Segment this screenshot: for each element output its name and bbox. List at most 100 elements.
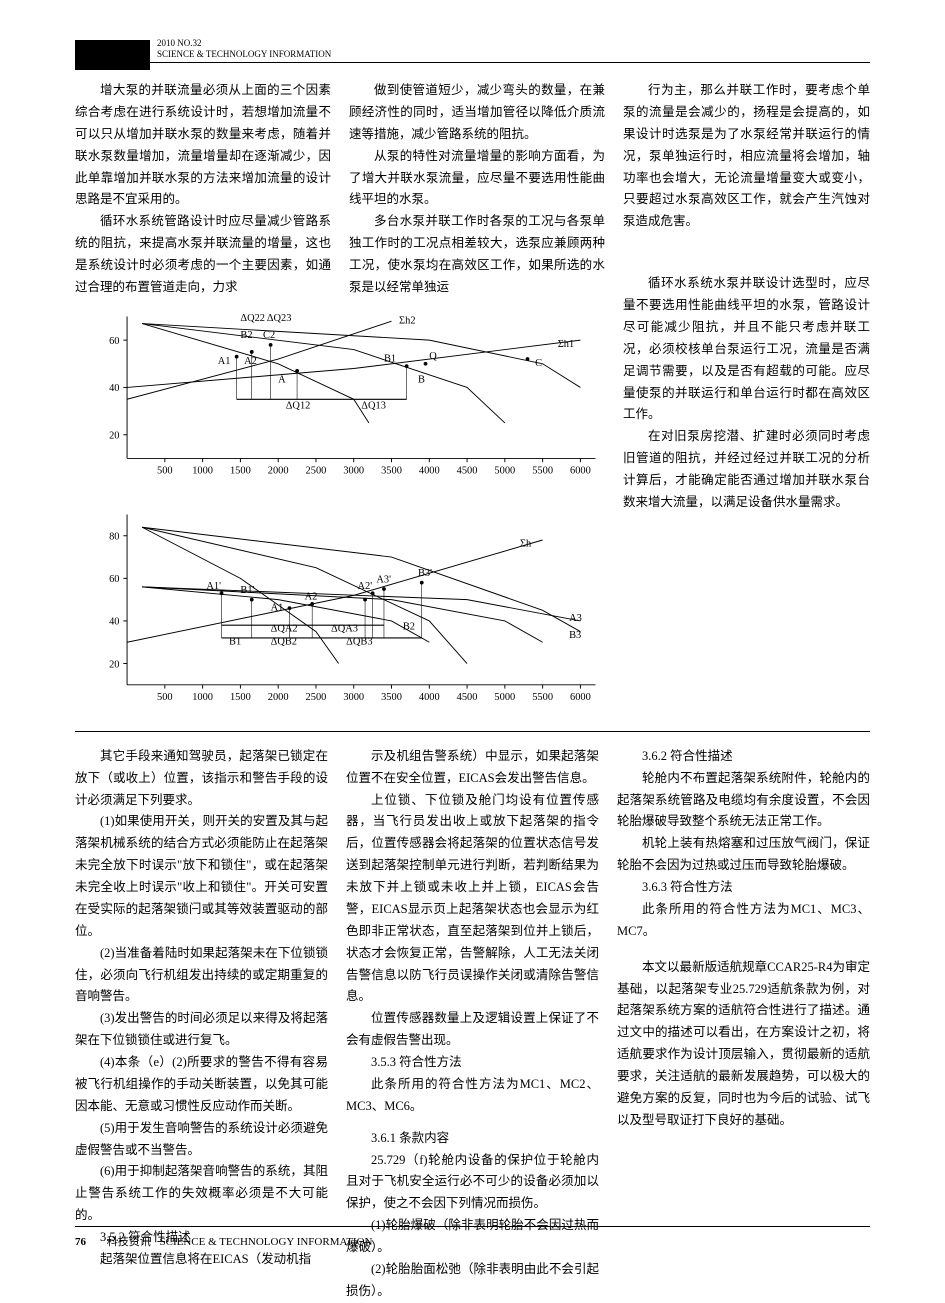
svg-text:5500: 5500	[532, 465, 553, 476]
section-label: 3.6.3 符合性方法	[617, 877, 870, 899]
svg-text:B3': B3'	[418, 568, 432, 579]
para: 在对旧泵房挖潜、扩建时必须同时考虑旧管道的阻抗，并经过经过并联工况的分析计算后，…	[623, 426, 870, 514]
svg-text:2000: 2000	[268, 692, 289, 703]
svg-text:60: 60	[109, 574, 119, 585]
para: (5)用于发生音响警告的系统设计必须避免虚假警告或不当警告。	[75, 1118, 328, 1162]
journal-name-en-footer: SCIENCE & TECHNOLOGY INFORMATION	[160, 1236, 373, 1248]
section-label: 3.5.3 符合性方法	[346, 1052, 599, 1074]
lower-col2: 示及机组告警系统）中显示，如果起落架位置不在安全位置，EICAS会发出警告信息。…	[346, 746, 599, 1303]
lower-section: 其它手段来通知驾驶员，起落架已锁定在放下（或收上）位置，该指示和警告手段的设计必…	[75, 731, 870, 1303]
para: (2)当准备着陆时如果起落架未在下位锁锁住，必须向飞行机组发出持续的或定期重复的…	[75, 943, 328, 1009]
svg-text:B2: B2	[403, 621, 415, 632]
svg-text:C2: C2	[263, 330, 275, 341]
svg-text:ΔQ23: ΔQ23	[267, 313, 292, 324]
svg-text:B1: B1	[229, 636, 241, 647]
para: (1)如果使用开关，则开关的安置及其与起落架机械系统的结合方式必须能防止在起落架…	[75, 811, 328, 942]
svg-text:A1': A1'	[206, 581, 221, 592]
svg-text:Σh1: Σh1	[558, 339, 574, 350]
svg-text:2000: 2000	[268, 465, 289, 476]
svg-text:ΔQB3: ΔQB3	[346, 636, 372, 647]
upper-col2: 做到使管道短少，减少弯头的数量，在兼顾经济性的同时，适当增加管径以降低介质流速等…	[349, 80, 605, 299]
svg-text:ΔQ13: ΔQ13	[361, 400, 386, 411]
svg-text:4000: 4000	[419, 692, 440, 703]
lower-col3: 3.6.2 符合性描述 轮舱内不布置起落架系统附件，轮舱内的起落架系统管路及电缆…	[617, 746, 870, 1303]
para: 轮舱内不布置起落架系统附件，轮舱内的起落架系统管路及电缆均有余度设置，不会因轮胎…	[617, 768, 870, 834]
svg-text:4500: 4500	[457, 465, 478, 476]
journal-name-cn: 科技资讯	[107, 1236, 151, 1248]
para: 示及机组告警系统）中显示，如果起落架位置不在安全位置，EICAS会发出警告信息。	[346, 746, 599, 790]
svg-text:40: 40	[109, 616, 119, 627]
upper-section: 增大泵的并联流量必须从上面的三个因素综合考虑在进行系统设计时，若想增加流量不可以…	[75, 80, 870, 713]
page-number: 76	[75, 1236, 86, 1248]
para: 从泵的特性对流量增量的影响方面看，为了增大并联水泵流量，应尽量不要选用性能曲线平…	[349, 146, 605, 212]
para: 做到使管道短少，减少弯头的数量，在兼顾经济性的同时，适当增加管径以降低介质流速等…	[349, 80, 605, 146]
svg-text:B: B	[418, 374, 425, 385]
svg-text:B1: B1	[384, 353, 396, 364]
svg-text:Σh: Σh	[520, 538, 532, 549]
header-rule	[150, 62, 870, 63]
para: 其它手段来通知驾驶员，起落架已锁定在放下（或收上）位置，该指示和警告手段的设计必…	[75, 746, 328, 812]
svg-text:A3: A3	[569, 612, 582, 623]
para: 多台水泵并联工作时各泵的工况与各泵单独工作时的工况点相差较大，选泵应兼顾两种工况…	[349, 211, 605, 299]
svg-text:500: 500	[157, 692, 173, 703]
header-tab	[75, 40, 150, 70]
svg-text:5000: 5000	[494, 465, 515, 476]
svg-text:4000: 4000	[419, 465, 440, 476]
para: 此条所用的符合性方法为MC1、MC3、MC7。	[617, 899, 870, 943]
upper-col1: 增大泵的并联流量必须从上面的三个因素综合考虑在进行系统设计时，若想增加流量不可以…	[75, 80, 331, 299]
svg-text:3500: 3500	[381, 465, 402, 476]
journal-name-en: SCIENCE & TECHNOLOGY INFORMATION	[157, 49, 331, 60]
svg-text:6000: 6000	[570, 692, 591, 703]
page-header: 2010 NO.32 SCIENCE & TECHNOLOGY INFORMAT…	[75, 40, 870, 70]
svg-text:3500: 3500	[381, 692, 402, 703]
para: 上位锁、下位锁及舱门均设有位置传感器，当飞行员发出收上或放下起落架的指令后，位置…	[346, 790, 599, 1009]
svg-text:20: 20	[109, 659, 119, 670]
svg-text:B3: B3	[569, 630, 581, 641]
section-label: 3.6.1 条款内容	[346, 1128, 599, 1150]
para: 位置传感器数量上及逻辑设置上保证了不会有虚假告警出现。	[346, 1008, 599, 1052]
svg-text:Q: Q	[429, 351, 437, 362]
pump-chart-1: 2040605001000150020002500300035004000450…	[75, 307, 605, 487]
upper-col3: 行为主，那么并联工作时，要考虑个单泵的流量是会减少的，扬程是会提高的，如果设计时…	[623, 80, 870, 713]
svg-text:500: 500	[157, 465, 173, 476]
svg-text:ΔQB2: ΔQB2	[271, 636, 297, 647]
svg-text:80: 80	[109, 531, 119, 542]
svg-text:1500: 1500	[230, 692, 251, 703]
para: 行为主，那么并联工作时，要考虑个单泵的流量是会减少的，扬程是会提高的，如果设计时…	[623, 80, 870, 233]
svg-text:5000: 5000	[494, 692, 515, 703]
para: 循环水系统管路设计时应尽量减少管路系统的阻抗，来提高水泵并联流量的增量，这也是系…	[75, 211, 331, 299]
svg-text:A2: A2	[305, 591, 318, 602]
para: (4)本条（e）(2)所要求的警告不得有容易被飞行机组操作的手动关断装置，以免其…	[75, 1052, 328, 1118]
header-text: 2010 NO.32 SCIENCE & TECHNOLOGY INFORMAT…	[157, 38, 331, 60]
svg-text:B2: B2	[240, 330, 252, 341]
svg-text:3000: 3000	[343, 692, 364, 703]
svg-text:40: 40	[109, 383, 119, 394]
svg-text:A2: A2	[244, 356, 257, 367]
para: (3)发出警告的时间必须足以来得及将起落架在下位锁锁住或进行复飞。	[75, 1008, 328, 1052]
svg-text:1000: 1000	[192, 465, 213, 476]
svg-text:Σh2: Σh2	[399, 315, 415, 326]
svg-text:1000: 1000	[192, 692, 213, 703]
svg-text:6000: 6000	[570, 465, 591, 476]
svg-text:A2': A2'	[358, 581, 373, 592]
svg-text:2500: 2500	[306, 465, 327, 476]
para: (2)轮胎胎面松弛（除非表明由此不会引起损伤）。	[346, 1259, 599, 1303]
para: 机轮上装有热熔塞和过压放气阀门，保证轮胎不会因为过热或过压而导致轮胎爆破。	[617, 833, 870, 877]
svg-text:ΔQ12: ΔQ12	[286, 400, 311, 411]
svg-text:2500: 2500	[306, 692, 327, 703]
page-footer: 76 科技资讯 SCIENCE & TECHNOLOGY INFORMATION	[75, 1226, 870, 1253]
svg-text:20: 20	[109, 430, 119, 441]
svg-text:1500: 1500	[230, 465, 251, 476]
svg-text:5500: 5500	[532, 692, 553, 703]
svg-text:B1': B1'	[240, 585, 254, 596]
svg-text:ΔQA2: ΔQA2	[271, 623, 298, 634]
svg-text:A1: A1	[218, 356, 231, 367]
svg-text:A: A	[278, 374, 286, 385]
issue-number: 2010 NO.32	[157, 38, 331, 49]
pump-chart-2: 20 40 60 80 500 1000 1500 2000 2500 3000 3500 4000 4…	[75, 505, 605, 713]
para: (6)用于抑制起落架音响警告的系统，其阻止警告系统工作的失效概率必须是不大可能的…	[75, 1161, 328, 1227]
content-area: 增大泵的并联流量必须从上面的三个因素综合考虑在进行系统设计时，若想增加流量不可以…	[75, 80, 870, 1303]
svg-text:3000: 3000	[343, 465, 364, 476]
para: 循环水系统水泵并联设计选型时，应尽量不要选用性能曲线平坦的水泵，管路设计尽可能减…	[623, 273, 870, 426]
svg-text:4500: 4500	[457, 692, 478, 703]
